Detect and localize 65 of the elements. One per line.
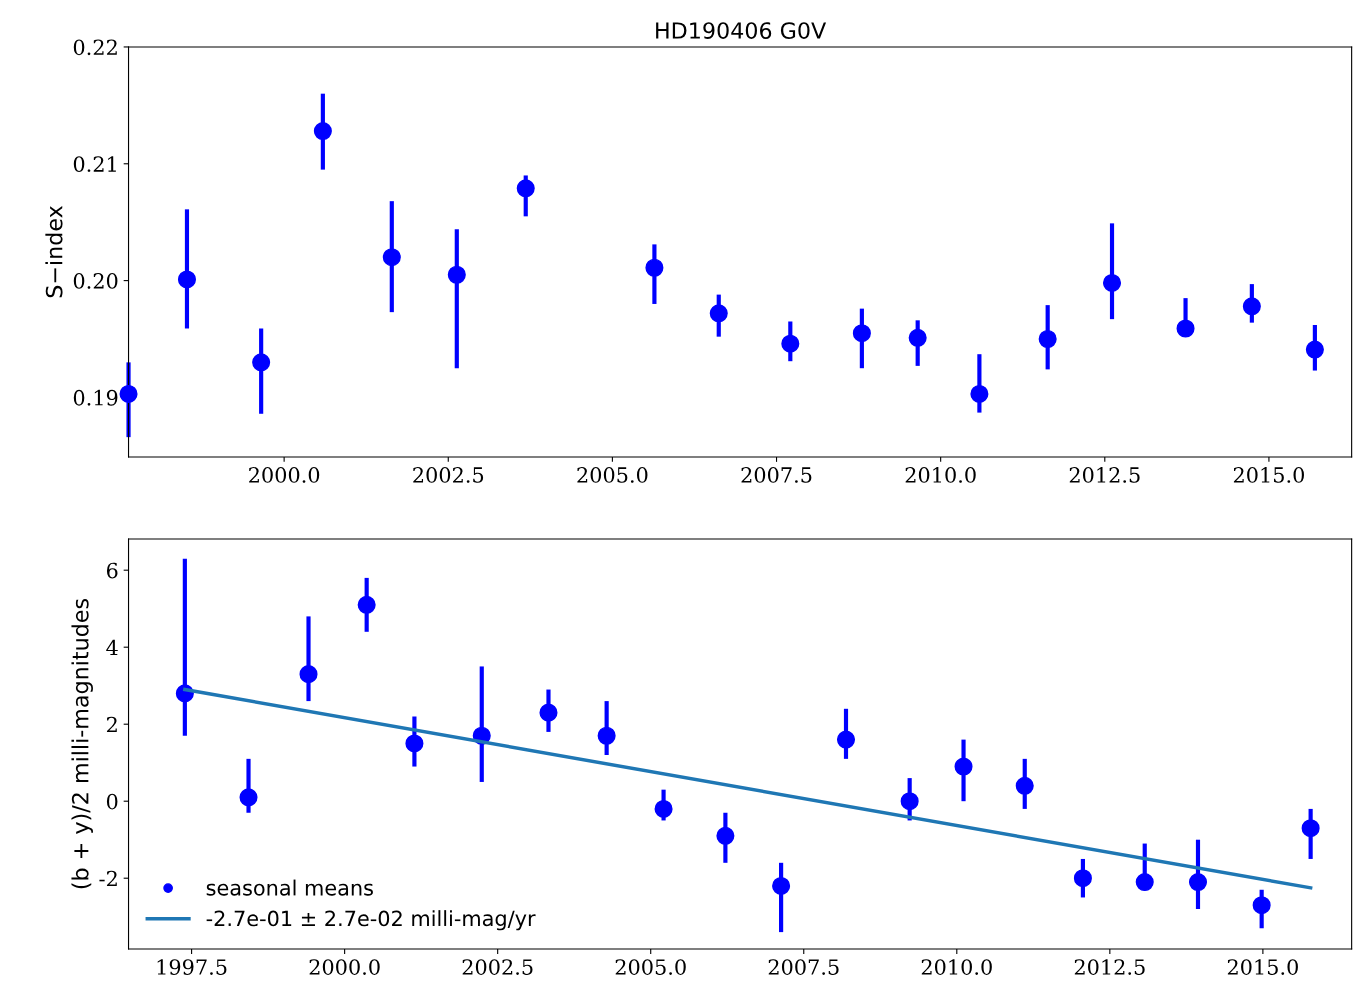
x-tick-label: 2005.0 (577, 467, 648, 483)
point (539, 703, 558, 722)
point (597, 726, 616, 745)
y-tick-label: 0.20 (73, 273, 118, 289)
point (1301, 819, 1320, 838)
point (119, 384, 138, 403)
x-tick-label: 2010.0 (921, 959, 992, 975)
point (299, 665, 318, 684)
x-tick-label: 2012.5 (1074, 959, 1145, 975)
x-tick-label: 2002.5 (413, 467, 484, 483)
legend-label: -2.7e-01 ± 2.7e-02 milli-mag/yr (206, 910, 536, 931)
point (645, 258, 664, 277)
point (716, 826, 735, 845)
point (1252, 896, 1271, 915)
point (1188, 873, 1208, 892)
x-tick-label: 2015.0 (1227, 959, 1298, 975)
point (313, 122, 332, 141)
point (1305, 340, 1324, 359)
point (382, 248, 401, 267)
point (1135, 873, 1154, 892)
point (1038, 329, 1057, 349)
y-tick-label: 4 (106, 639, 118, 656)
y-tick-label: 2 (106, 716, 117, 733)
y-axis-title: S−index (45, 205, 63, 298)
point (516, 179, 535, 198)
point (654, 799, 673, 818)
chart-title: HD190406 G0V (656, 22, 827, 39)
y-tick-label: 6 (106, 562, 118, 579)
point (239, 788, 258, 807)
legend-label: seasonal means (206, 879, 373, 896)
point (781, 334, 800, 353)
point (177, 270, 196, 289)
point (954, 757, 973, 776)
point (447, 265, 466, 284)
x-tick-label: 2007.5 (741, 467, 812, 483)
x-tick-label: 2005.0 (615, 959, 686, 975)
y-tick-label: 0.22 (73, 39, 117, 56)
point (900, 792, 919, 811)
x-tick-label: 2000.0 (309, 959, 380, 975)
point (852, 324, 871, 343)
point (357, 595, 376, 614)
y-axis-title: (b + y)/2 milli-magnitudes (71, 599, 93, 889)
point (405, 734, 424, 753)
point (908, 328, 927, 347)
point (1015, 776, 1034, 795)
x-tick-label: 2012.5 (1069, 467, 1140, 483)
point (1176, 319, 1195, 338)
y-tick-label: 0 (106, 793, 118, 810)
x-tick-label: 2010.0 (905, 467, 976, 483)
point (836, 730, 856, 749)
y-tick-label: -2 (99, 870, 117, 887)
x-tick-label: 1997.5 (157, 959, 227, 975)
point (1242, 297, 1261, 316)
point (970, 384, 989, 403)
point (709, 304, 728, 323)
x-tick-label: 2000.0 (249, 467, 320, 483)
x-tick-label: 2007.5 (768, 959, 839, 975)
x-tick-label: 2015.0 (1233, 467, 1304, 483)
point (772, 876, 791, 895)
x-tick-label: 2002.5 (462, 959, 533, 975)
point (1102, 273, 1122, 292)
point (1073, 869, 1092, 888)
y-tick-label: 0.21 (73, 156, 116, 172)
point (252, 353, 271, 372)
y-tick-label: 0.19 (73, 389, 118, 406)
